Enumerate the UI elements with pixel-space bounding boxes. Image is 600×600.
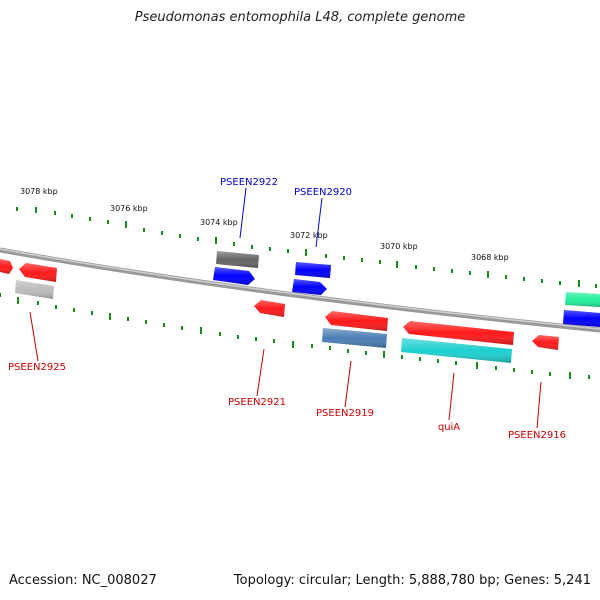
gene-pseen2913[interactable] — [565, 292, 600, 307]
gene-pseen2917[interactable] — [403, 321, 514, 345]
leader-pseen2921 — [256, 348, 265, 397]
label-pseen2925[interactable]: PSEEN2925 — [8, 362, 66, 373]
scale-label-3072: 3072 kbp — [290, 231, 328, 240]
leader-pseen2922 — [239, 187, 247, 239]
gene-pseen2924[interactable] — [19, 263, 57, 282]
accession-text: Accession: NC_008027 — [9, 573, 157, 588]
label-quia[interactable]: quiA — [438, 422, 460, 433]
page-title: Pseudomonas entomophila L48, complete ge… — [134, 10, 466, 25]
leader-pseen2920 — [315, 197, 323, 248]
scale-label-3076: 3076 kbp — [110, 204, 148, 213]
leader-pseen2925 — [29, 311, 39, 362]
gene-pseen2919[interactable] — [322, 328, 387, 348]
inner-scale-ticks — [0, 293, 590, 379]
gene-pseen2918[interactable] — [325, 311, 388, 331]
gene-pseen2914[interactable] — [563, 310, 600, 327]
label-pseen2922[interactable]: PSEEN2922 — [220, 177, 278, 188]
scale-label-3074: 3074 kbp — [200, 218, 238, 227]
label-pseen2916[interactable]: PSEEN2916 — [508, 430, 566, 441]
gene-pseen2922[interactable] — [216, 251, 259, 268]
leader-pseen2916 — [536, 381, 542, 429]
outer-scale-ticks — [16, 207, 597, 288]
gene-pseen2926[interactable] — [0, 259, 13, 274]
genome-backbone-highlight — [0, 248, 600, 330]
scale-label-3078: 3078 kbp — [20, 187, 58, 196]
gene-pseen2916[interactable] — [532, 335, 559, 350]
genome-stats-text: Topology: circular; Length: 5,888,780 bp… — [233, 573, 591, 588]
label-pseen2920[interactable]: PSEEN2920 — [294, 187, 352, 198]
gene-pseen2920b[interactable] — [292, 279, 327, 295]
label-pseen2921[interactable]: PSEEN2921 — [228, 397, 286, 408]
gene-pseen2921[interactable] — [254, 300, 285, 317]
gene-pseen2920[interactable] — [295, 262, 331, 278]
leader-pseen2919 — [344, 360, 352, 408]
scale-label-3068: 3068 kbp — [471, 253, 509, 262]
gene-quia[interactable] — [401, 338, 512, 363]
scale-label-3070: 3070 kbp — [380, 242, 418, 251]
label-pseen2919[interactable]: PSEEN2919 — [316, 408, 374, 419]
gene-pseen2925[interactable] — [15, 280, 54, 299]
gene-pseen2923[interactable] — [213, 267, 255, 285]
genome-backbone — [0, 247, 600, 333]
leader-quia — [448, 372, 455, 421]
